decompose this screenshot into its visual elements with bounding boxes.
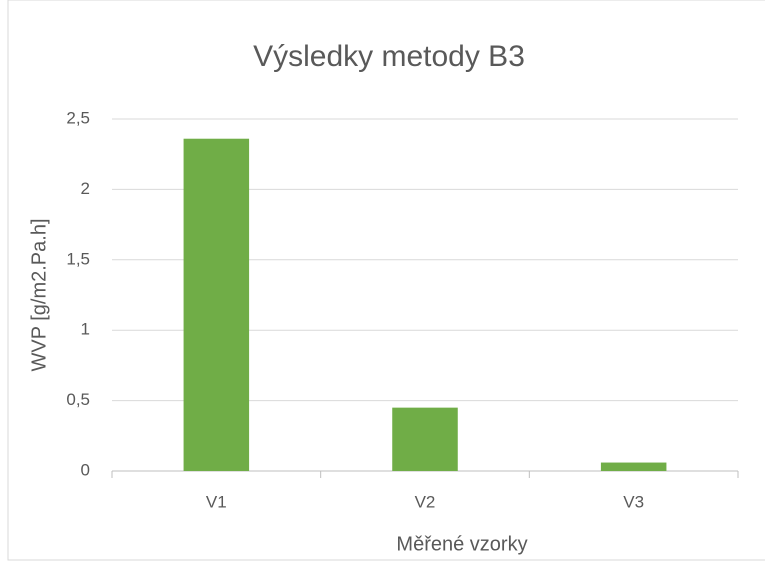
x-tick-label: V2 <box>415 492 436 511</box>
bar <box>392 407 458 471</box>
chart-title: Výsledky metody B3 <box>253 40 525 73</box>
y-tick-label: 2,5 <box>66 108 90 127</box>
x-tick-label: V1 <box>206 492 227 511</box>
y-tick-label: 0,5 <box>66 390 90 409</box>
y-tick-label: 0 <box>81 460 90 479</box>
y-tick-label: 2 <box>81 179 90 198</box>
y-axis-title: WVP [g/m2.Pa.h] <box>28 218 50 371</box>
x-axis-title: Měřené vzorky <box>396 533 527 555</box>
y-tick-label: 1 <box>81 320 90 339</box>
chart-frame <box>7 0 765 561</box>
bar <box>600 462 667 471</box>
bar <box>183 138 250 471</box>
x-tick-label: V3 <box>623 492 644 511</box>
y-tick-label: 1,5 <box>66 249 90 268</box>
